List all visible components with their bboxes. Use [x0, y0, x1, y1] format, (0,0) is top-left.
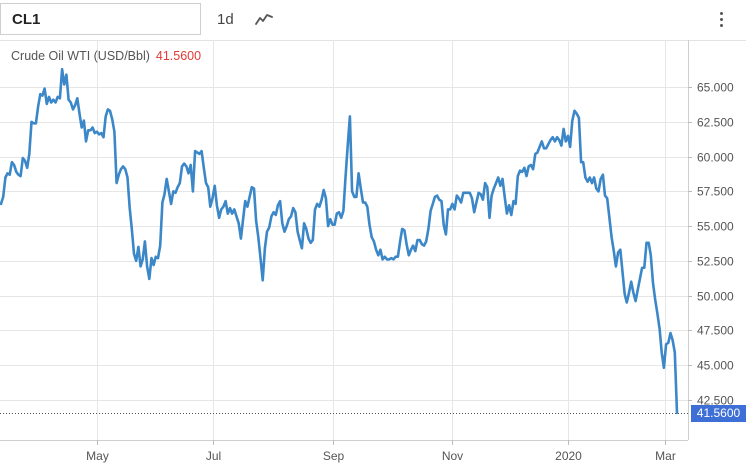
last-price-label: 41.5600	[691, 404, 746, 422]
y-tick-label: 65.000	[697, 81, 734, 95]
x-axis: May Jul Sep Nov 2020 Mar	[86, 440, 676, 463]
chart-toolbar: CL1 1d	[0, 0, 746, 41]
x-tick-label: Jul	[206, 449, 221, 463]
x-tick-label: Sep	[323, 449, 345, 463]
y-tick-label: 47.500	[697, 324, 734, 338]
interval-button[interactable]: 1d	[217, 11, 234, 28]
y-tick-label: 52.500	[697, 255, 734, 269]
line-chart-icon[interactable]	[255, 12, 273, 31]
y-tick-label: 60.000	[697, 151, 734, 165]
y-tick-label: 57.500	[697, 185, 734, 199]
chart-grid	[0, 87, 688, 441]
y-tick-label: 62.500	[697, 116, 734, 130]
x-tick-label: Nov	[442, 449, 463, 463]
y-tick-label: 55.000	[697, 220, 734, 234]
y-tick-label: 42.500	[697, 394, 734, 408]
legend-value: 41.5600	[155, 49, 202, 63]
price-series	[0, 67, 688, 415]
x-tick-label: Mar	[655, 449, 676, 463]
legend-instrument-name: Crude Oil WTI (USD/Bbl)	[11, 49, 150, 63]
y-axis: 65.000 62.500 60.000 57.500 55.000 52.500 50.0…	[688, 40, 734, 440]
y-tick-label: 45.000	[697, 359, 734, 373]
x-tick-label: 2020	[555, 449, 582, 463]
chart-legend: Crude Oil WTI (USD/Bbl) 41.5600	[11, 49, 201, 63]
symbol-text: CL1	[12, 11, 41, 28]
symbol-input[interactable]: CL1	[0, 3, 201, 35]
x-tick-label: May	[86, 449, 109, 463]
vertical-ellipsis-icon[interactable]	[716, 12, 726, 32]
chart-x-grid	[97, 40, 666, 440]
price-line[interactable]	[0, 67, 679, 415]
y-tick-label: 50.000	[697, 290, 734, 304]
